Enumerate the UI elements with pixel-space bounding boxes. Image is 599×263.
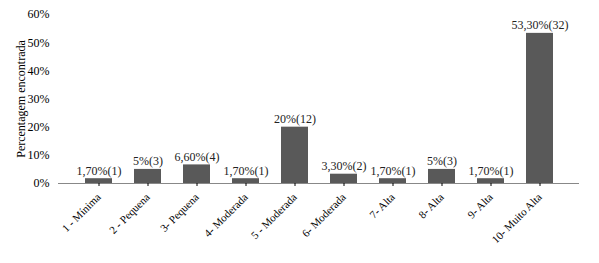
svg-text:6- Moderada: 6- Moderada	[299, 191, 348, 240]
svg-text:7- Alta: 7- Alta	[367, 191, 397, 221]
svg-text:20%(12): 20%(12)	[274, 112, 316, 126]
svg-text:30%: 30%	[28, 92, 50, 106]
svg-text:5%(3): 5%(3)	[133, 154, 163, 168]
svg-text:20%: 20%	[28, 120, 50, 134]
svg-text:0%: 0%	[34, 176, 50, 190]
svg-text:53,30%(32): 53,30%(32)	[512, 18, 569, 32]
svg-text:5%(3): 5%(3)	[427, 154, 457, 168]
svg-text:10- Muito Alta: 10- Muito Alta	[489, 191, 544, 246]
svg-text:10%: 10%	[28, 148, 50, 162]
svg-text:3- Pequena: 3- Pequena	[158, 191, 201, 234]
svg-text:60%: 60%	[28, 7, 50, 21]
svg-text:6,60%(4): 6,60%(4)	[175, 150, 220, 164]
svg-text:9- Alta: 9- Alta	[465, 191, 495, 221]
svg-text:50%: 50%	[28, 36, 50, 50]
svg-text:1,70%(1): 1,70%(1)	[469, 164, 514, 178]
svg-text:4- Moderada: 4- Moderada	[201, 191, 250, 240]
svg-text:1,70%(1): 1,70%(1)	[371, 164, 416, 178]
svg-text:1,70%(1): 1,70%(1)	[224, 164, 269, 178]
svg-text:1,70%(1): 1,70%(1)	[77, 164, 122, 178]
svg-text:3,30%(2): 3,30%(2)	[322, 159, 367, 173]
svg-text:Percentagem encontrada: Percentagem encontrada	[14, 40, 28, 158]
svg-text:40%: 40%	[28, 64, 50, 78]
svg-text:2 - Pequena: 2 - Pequena	[107, 191, 152, 236]
svg-text:8- Alta: 8- Alta	[416, 191, 446, 221]
svg-text:5 - Moderada: 5 - Moderada	[249, 191, 299, 241]
svg-text:1 - Mínima: 1 - Mínima	[59, 191, 103, 235]
